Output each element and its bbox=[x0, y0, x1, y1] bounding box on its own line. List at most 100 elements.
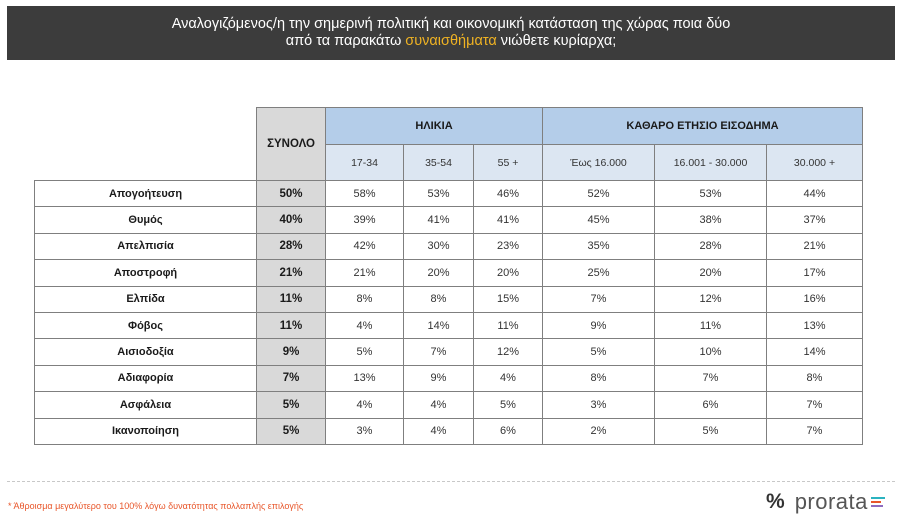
logo-bar bbox=[870, 501, 881, 503]
age-cell: 9% bbox=[403, 364, 474, 393]
income-cell: 7% bbox=[766, 391, 863, 419]
age-cell: 7% bbox=[403, 338, 474, 366]
age-cell: 6% bbox=[473, 417, 543, 445]
income-cell: 5% bbox=[542, 338, 655, 366]
income-cell: 16% bbox=[766, 285, 863, 313]
table-row: Αποστροφή 21% 21% 20% 20% 25% 20% 17% bbox=[34, 259, 863, 287]
total-cell: 11% bbox=[256, 311, 326, 340]
income-cell: 38% bbox=[654, 206, 767, 234]
income-cell: 11% bbox=[654, 311, 767, 340]
total-cell: 5% bbox=[256, 391, 326, 419]
row-label: Ελπίδα bbox=[34, 285, 257, 313]
income-cell: 28% bbox=[654, 232, 767, 261]
table-row: Απογοήτευση 50% 58% 53% 46% 52% 53% 44% bbox=[34, 179, 863, 208]
age-cell: 30% bbox=[403, 232, 474, 261]
income-col-header: 16.001 - 30.000 bbox=[654, 144, 767, 181]
total-cell: 50% bbox=[256, 179, 326, 208]
table-row: Φόβος 11% 4% 14% 11% 9% 11% 13% bbox=[34, 311, 863, 340]
age-cell: 14% bbox=[403, 311, 474, 340]
income-col-header: 30.000 + bbox=[766, 144, 863, 181]
age-cell: 4% bbox=[403, 391, 474, 419]
income-cell: 13% bbox=[766, 311, 863, 340]
table-row: Θυμός 40% 39% 41% 41% 45% 38% 37% bbox=[34, 206, 863, 234]
total-cell: 40% bbox=[256, 206, 326, 234]
table-row: Απελπισία 28% 42% 30% 23% 35% 28% 21% bbox=[34, 232, 863, 261]
income-cell: 21% bbox=[766, 232, 863, 261]
row-label: Ικανοποίηση bbox=[34, 417, 257, 445]
income-cell: 9% bbox=[542, 311, 655, 340]
row-label: Αισιοδοξία bbox=[34, 338, 257, 366]
age-cell: 12% bbox=[473, 338, 543, 366]
age-cell: 46% bbox=[473, 179, 543, 208]
age-cell: 20% bbox=[473, 259, 543, 287]
age-cell: 15% bbox=[473, 285, 543, 313]
age-cell: 53% bbox=[403, 179, 474, 208]
logo-bar bbox=[870, 497, 885, 499]
age-cell: 41% bbox=[403, 206, 474, 234]
logo-wordmark: prorata bbox=[794, 489, 868, 514]
age-cell: 21% bbox=[325, 259, 404, 287]
income-cell: 3% bbox=[542, 391, 655, 419]
total-header: ΣΥΝΟΛΟ bbox=[256, 107, 326, 181]
income-cell: 12% bbox=[654, 285, 767, 313]
age-cell: 58% bbox=[325, 179, 404, 208]
results-table: ΣΥΝΟΛΟ ΗΛΙΚΙΑ ΚΑΘΑΡΟ ΕΤΗΣΙΟ ΕΙΣΟΔΗΜΑ 17-… bbox=[34, 107, 863, 445]
question-line-2: από τα παρακάτω συναισθήματα νιώθετε κυρ… bbox=[7, 33, 895, 50]
age-col-header: 55 + bbox=[473, 144, 543, 181]
income-cell: 52% bbox=[542, 179, 655, 208]
income-cell: 35% bbox=[542, 232, 655, 261]
income-cell: 10% bbox=[654, 338, 767, 366]
row-label: Αποστροφή bbox=[34, 259, 257, 287]
question-line-2-start: από τα παρακάτω bbox=[285, 33, 406, 49]
age-cell: 13% bbox=[325, 364, 404, 393]
age-cell: 3% bbox=[325, 417, 404, 445]
row-label: Απογοήτευση bbox=[34, 179, 257, 208]
total-cell: 28% bbox=[256, 232, 326, 261]
income-cell: 14% bbox=[766, 338, 863, 366]
age-cell: 23% bbox=[473, 232, 543, 261]
income-cell: 20% bbox=[654, 259, 767, 287]
row-label: Ασφάλεια bbox=[34, 391, 257, 419]
age-cell: 42% bbox=[325, 232, 404, 261]
age-col-header: 17-34 bbox=[325, 144, 404, 181]
income-cell: 6% bbox=[654, 391, 767, 419]
income-cell: 45% bbox=[542, 206, 655, 234]
income-cell: 7% bbox=[654, 364, 767, 393]
age-cell: 4% bbox=[325, 311, 404, 340]
row-label: Φόβος bbox=[34, 311, 257, 340]
income-cell: 8% bbox=[542, 364, 655, 393]
question-header: Αναλογιζόμενος/η την σημερινή πολιτική κ… bbox=[7, 6, 895, 60]
income-cell: 5% bbox=[654, 417, 767, 445]
row-label: Απελπισία bbox=[34, 232, 257, 261]
age-cell: 8% bbox=[403, 285, 474, 313]
income-cell: 17% bbox=[766, 259, 863, 287]
total-cell: 11% bbox=[256, 285, 326, 313]
table-row: Ελπίδα 11% 8% 8% 15% 7% 12% 16% bbox=[34, 285, 863, 313]
table-row: Αδιαφορία 7% 13% 9% 4% 8% 7% 8% bbox=[34, 364, 863, 393]
prorata-logo: % prorata bbox=[766, 489, 885, 514]
age-col-header: 35-54 bbox=[403, 144, 474, 181]
income-cell: 25% bbox=[542, 259, 655, 287]
income-cell: 44% bbox=[766, 179, 863, 208]
table-body: Απογοήτευση 50% 58% 53% 46% 52% 53% 44% Θυμός 40%… bbox=[34, 179, 863, 445]
income-cell: 7% bbox=[542, 285, 655, 313]
logo-percent-icon: % bbox=[766, 490, 785, 513]
total-cell: 9% bbox=[256, 338, 326, 366]
table-row: Ασφάλεια 5% 4% 4% 5% 3% 6% 7% bbox=[34, 391, 863, 419]
age-group-header: ΗΛΙΚΙΑ bbox=[325, 107, 543, 145]
table-row: Αισιοδοξία 9% 5% 7% 12% 5% 10% 14% bbox=[34, 338, 863, 366]
footnote: * Άθροισμα μεγαλύτερο του 100% λόγω δυνα… bbox=[8, 501, 304, 511]
total-cell: 5% bbox=[256, 417, 326, 445]
corner-blank bbox=[35, 108, 257, 145]
income-cell: 2% bbox=[542, 417, 655, 445]
income-cell: 37% bbox=[766, 206, 863, 234]
age-cell: 4% bbox=[473, 364, 543, 393]
row-label: Θυμός bbox=[34, 206, 257, 234]
question-line-2-end: νιώθετε κυρίαρχα; bbox=[496, 33, 617, 49]
age-cell: 5% bbox=[325, 338, 404, 366]
age-cell: 8% bbox=[325, 285, 404, 313]
income-group-header: ΚΑΘΑΡΟ ΕΤΗΣΙΟ ΕΙΣΟΔΗΜΑ bbox=[542, 107, 863, 145]
logo-bar bbox=[870, 505, 883, 507]
footer-divider bbox=[7, 481, 895, 482]
age-cell: 5% bbox=[473, 391, 543, 419]
